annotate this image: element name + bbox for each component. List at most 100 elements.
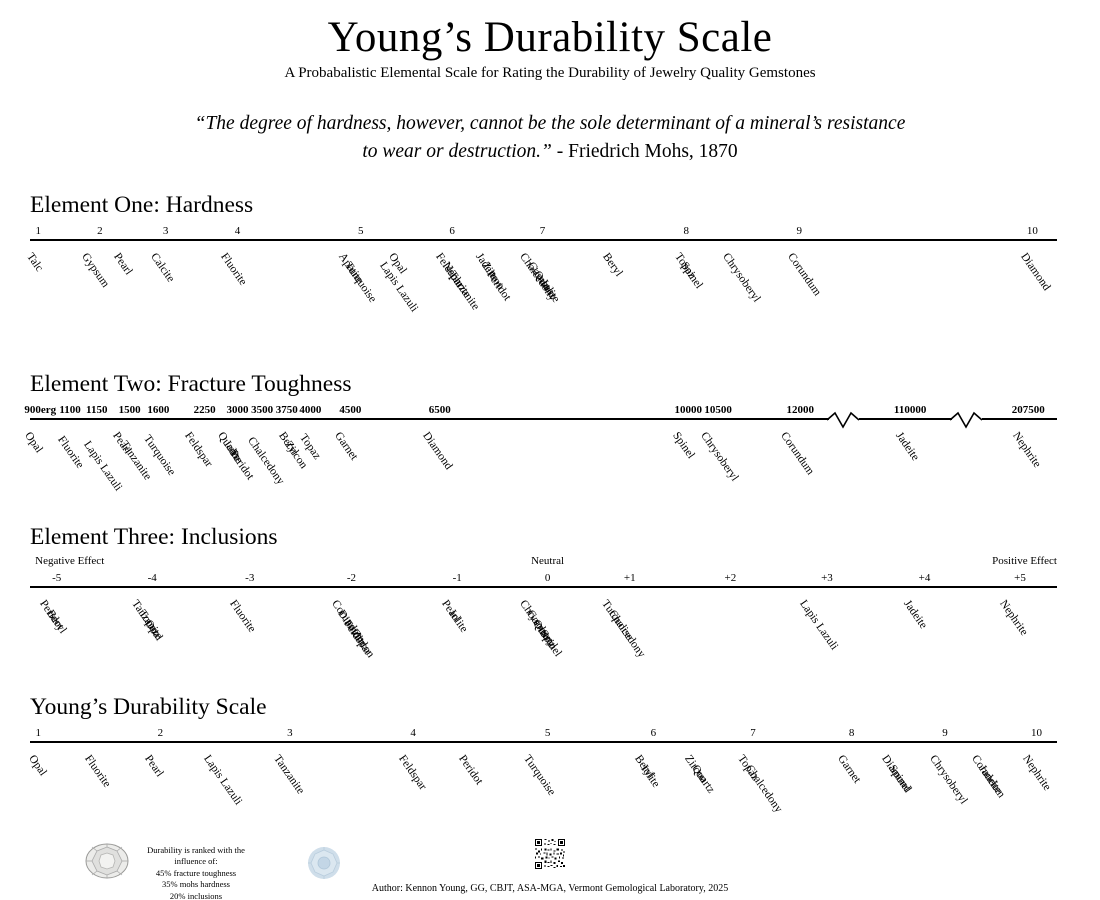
mineral-label: Pearl [111,250,135,277]
mineral-label: Chrysoberyl [926,752,970,807]
weighting-note-line-2: 45% fracture toughness [155,867,237,878]
tick-label: 1100 [59,403,81,416]
tick-label: +5 [1014,571,1026,584]
tick-label: 6 [449,224,455,237]
mineral-label: Fluorite [81,752,113,790]
mineral-label: Beryl [43,607,69,636]
axis-break-mark [949,410,984,429]
tick-label: 1600 [147,403,170,416]
mineral-label: Beryl [600,250,625,279]
hardness-axis-line [30,238,1057,241]
mineral-label: Nephrite [1010,429,1044,470]
fracture-toughness-heading: Element Two: Fracture Toughness [30,370,352,397]
durability-mineral-labels: Opal Fluorite Pearl Lapis Lazuli Tanzanite Fe… [26,743,1057,827]
tick-label: 1150 [86,403,108,416]
tick-label: 3 [162,224,169,237]
tick-label: 2250 [193,403,216,416]
tick-label: 6500 [428,403,451,416]
durability-heading: Young’s Durability Scale [30,693,267,720]
hardness-heading: Element One: Hardness [30,191,254,218]
section-fracture-toughness: Element Two: Fracture Toughness 900erg 11… [0,371,1100,500]
inclusions-heading: Element Three: Inclusions [30,523,278,550]
axis-break-mark [826,410,861,429]
weighting-note-line-1: Durability is ranked with the influence … [147,844,245,867]
tick-label: +2 [724,571,737,584]
mineral-label: Fluorite [227,597,259,635]
mineral-label: Chrysoberyl [720,250,764,305]
gray-gemstone-image [84,841,130,881]
mineral-label: Talc [24,250,46,274]
quote-attribution: - Friedrich Mohs, 1870 [551,140,738,162]
mineral-label: Jadeite [901,597,930,631]
inclusions-axis-line [30,585,1057,588]
mineral-label: Feldspar [182,429,215,470]
tick-label: 7 [750,726,756,739]
mineral-label: Opal [26,752,49,778]
tick-label: 8 [683,224,690,237]
tick-label: -1 [452,571,462,584]
tick-label: 4 [234,224,241,237]
fracture-mineral-labels: Opal Fluorite Lapis Lazuli Pearl Tanzanite Tu… [22,420,1057,500]
tick-label: -5 [52,571,62,584]
inclusions-scale-body: Negative Effect Neutral Positive Effect -5… [30,555,1057,684]
inclusions-tick-row: -5 -4 -3 -2 -1 0 +1 +2 +3 +4 +5 [30,570,1057,586]
mineral-label: Lapis Lazuli [200,752,244,807]
weighting-note: Durability is ranked with the influence … [136,845,256,900]
mineral-label: Feldspar [396,752,429,793]
tick-label: 7 [539,224,546,237]
mineral-label: Lapis Lazuli [797,597,841,652]
mineral-label: Fluorite [55,433,86,471]
mineral-label: Pearl [142,752,166,779]
mineral-label: Iolite [446,607,471,635]
weighting-note-line-4: 20% inclusions [169,890,223,900]
mineral-label: Opal [22,429,45,455]
mineral-label: Calcite [148,250,178,285]
mineral-label: Nephrite [1020,752,1054,793]
tick-label: 2 [157,726,164,739]
tick-label: 12000 [786,403,815,416]
mineral-label: Turquoise [342,259,379,305]
tick-label: 3750 [275,403,298,416]
mineral-label: Spinel [670,429,697,461]
mineral-label: Spinel [536,627,564,659]
hardness-mineral-labels: Talc Gypsum Pearl Calcite Fluorite Apatite Tur… [24,241,1057,345]
tick-label: 10 [1026,224,1038,237]
quote-line-1: “The degree of hardness, however, cannot… [194,113,906,135]
tick-label: -3 [245,571,255,584]
mineral-label: Tanzanite [446,268,482,313]
qr-code [535,838,565,869]
fracture-tick-row: 900erg 1100 1150 1500 1600 2250 3000 3500 3750 40… [24,402,1057,418]
blue-gemstone-image [306,845,342,881]
author-credit: Author: Kennon Young, GG, CBJT, ASA-MGA,… [371,882,729,894]
inclusions-region-labels: Negative Effect Neutral Positive Effect [30,555,1057,570]
tick-label: 3500 [251,403,274,416]
tick-label: 110000 [893,403,927,416]
mineral-label: Tanzanite [270,752,307,797]
tick-label: 1 [35,224,41,237]
mineral-label: Spinel [885,762,913,794]
mineral-label: Nephrite [996,597,1030,638]
tick-label: +3 [821,571,833,584]
tick-label: 0 [544,571,551,584]
tick-label: 10500 [704,403,732,416]
tick-label: 5 [544,726,551,739]
tick-label: 1 [35,726,41,739]
section-hardness: Element One: Hardness 1 2 3 4 5 6 7 8 9 10 Talc Gy… [0,192,1100,345]
tick-label: 8 [848,726,855,739]
mineral-label: Gypsum [78,250,111,290]
mineral-label: Fluorite [218,250,250,288]
tick-label: 9 [796,224,802,237]
fracture-axis-line [30,410,1057,429]
mineral-label: Garnet [332,429,361,463]
footer: Durability is ranked with the influence … [0,838,1100,900]
tick-label: 4 [410,726,416,739]
tick-label: +1 [623,571,636,584]
mineral-label: Chalcedony [606,607,648,660]
mineral-label: Quartz [688,762,717,796]
section-durability-result: Young’s Durability Scale 1 2 3 4 5 6 7 8 9 10 Opa… [0,694,1100,827]
mineral-label: Chalcedony [743,762,785,815]
tick-label: 4000 [299,403,322,416]
tick-label: 9 [942,726,948,739]
tick-label: +4 [918,571,931,584]
quote-line-2: to wear or destruction.” [362,140,552,162]
